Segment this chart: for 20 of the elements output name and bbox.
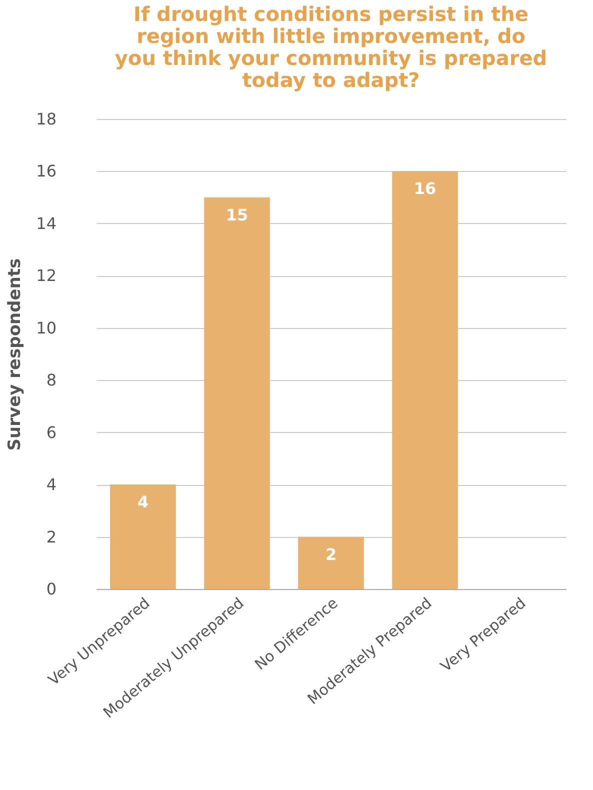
data-label: 15 (226, 205, 248, 224)
data-label: 16 (414, 179, 436, 198)
y-tick-label: 10 (36, 318, 56, 338)
y-tick-label: 12 (36, 266, 56, 286)
y-tick-label: 0 (46, 580, 56, 598)
y-tick-label: 2 (46, 527, 56, 546)
y-tick-label: 14 (36, 214, 56, 233)
y-tick-label: 16 (36, 162, 56, 181)
bar (298, 536, 364, 589)
data-label: 2 (325, 544, 337, 564)
y-tick-label: 8 (46, 370, 56, 390)
y-axis-title: Survey respondents (5, 258, 26, 451)
bar (204, 197, 270, 589)
bar (392, 171, 458, 589)
y-tick-label: 18 (36, 110, 56, 128)
chart-title: If drought conditions persist in the region with little improvement, do you think your community is prepared today to adapt? (114, 2, 548, 92)
data-label: 4 (137, 492, 149, 512)
bar (110, 484, 176, 589)
y-tick-label: 4 (46, 475, 56, 494)
y-tick-label: 6 (46, 422, 56, 442)
